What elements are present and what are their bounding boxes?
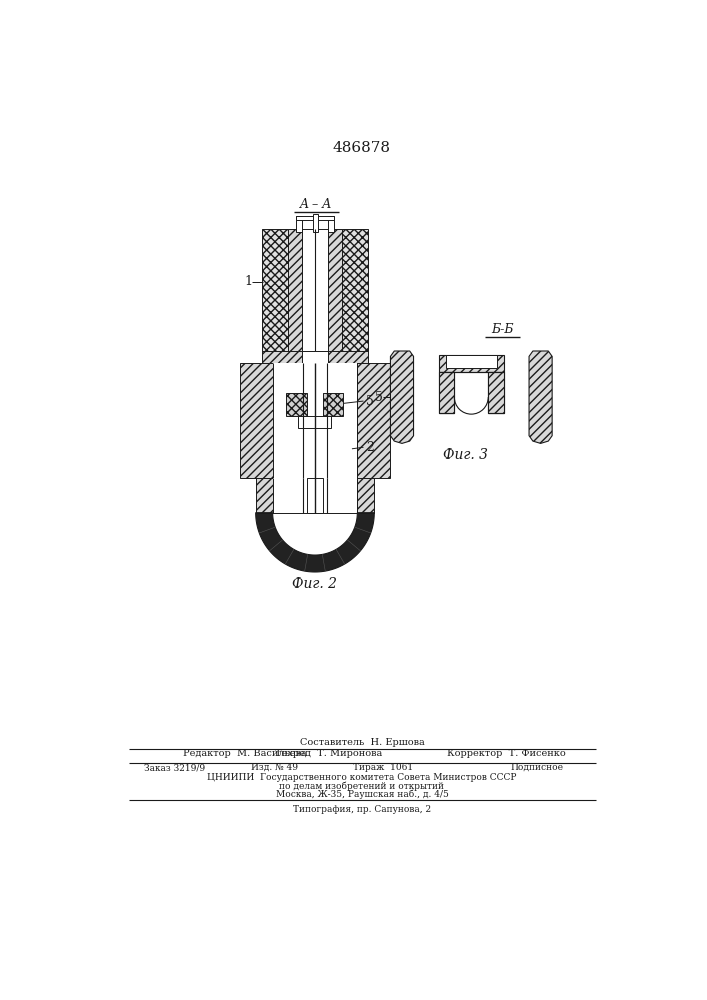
- Bar: [312, 214, 318, 232]
- Text: Москва, Ж-35, Раушская наб., д. 4/5: Москва, Ж-35, Раушская наб., д. 4/5: [276, 790, 448, 799]
- Bar: [328, 216, 334, 232]
- Text: Заказ 3219/9: Заказ 3219/9: [144, 763, 205, 772]
- Text: по делам изобретений и открытий: по делам изобретений и открытий: [279, 781, 445, 791]
- Bar: [439, 372, 455, 413]
- Bar: [342, 229, 368, 351]
- Bar: [439, 355, 503, 372]
- Bar: [288, 229, 302, 351]
- Text: Тираж  1061: Тираж 1061: [353, 763, 413, 772]
- Text: ЦНИИПИ  Государственного комитета Совета Министров СССР: ЦНИИПИ Государственного комитета Совета …: [207, 773, 517, 782]
- Bar: [439, 372, 455, 413]
- Text: Подписное: Подписное: [510, 763, 563, 772]
- Bar: [298, 416, 331, 428]
- Text: 1: 1: [244, 275, 252, 288]
- Bar: [489, 372, 503, 413]
- Text: 5: 5: [366, 395, 374, 408]
- Text: Техред  Т. Миронова: Техред Т. Миронова: [275, 749, 382, 758]
- Text: A – A: A – A: [300, 198, 332, 211]
- Bar: [240, 363, 273, 478]
- Text: Корректор  Т. Фисенко: Корректор Т. Фисенко: [447, 749, 566, 758]
- Text: Фиг. 2: Фиг. 2: [293, 577, 337, 591]
- Bar: [302, 229, 315, 351]
- Text: Б-Б: Б-Б: [491, 323, 513, 336]
- Text: Типография, пр. Сапунова, 2: Типография, пр. Сапунова, 2: [293, 805, 431, 814]
- Bar: [302, 351, 328, 363]
- Text: 486878: 486878: [333, 141, 391, 155]
- Bar: [256, 478, 273, 513]
- Bar: [273, 478, 357, 513]
- Bar: [273, 363, 357, 478]
- Text: 5: 5: [375, 391, 382, 404]
- Bar: [315, 229, 328, 351]
- Bar: [322, 393, 344, 416]
- Bar: [446, 355, 497, 368]
- Bar: [296, 216, 302, 232]
- Bar: [489, 372, 503, 413]
- Bar: [262, 229, 288, 351]
- Bar: [357, 363, 390, 478]
- Bar: [286, 393, 308, 416]
- Text: 2: 2: [366, 441, 374, 454]
- Bar: [308, 478, 322, 513]
- Bar: [262, 351, 368, 363]
- Text: Составитель  Н. Ершова: Составитель Н. Ершова: [300, 738, 424, 747]
- Bar: [357, 478, 374, 513]
- Bar: [296, 216, 334, 220]
- Polygon shape: [529, 351, 552, 443]
- Text: Изд. № 49: Изд. № 49: [252, 763, 298, 772]
- Text: Редактор  М. Васильева: Редактор М. Васильева: [182, 749, 306, 758]
- Polygon shape: [390, 351, 414, 443]
- Polygon shape: [256, 513, 374, 572]
- Text: Фиг. 3: Фиг. 3: [443, 448, 488, 462]
- Bar: [328, 229, 342, 351]
